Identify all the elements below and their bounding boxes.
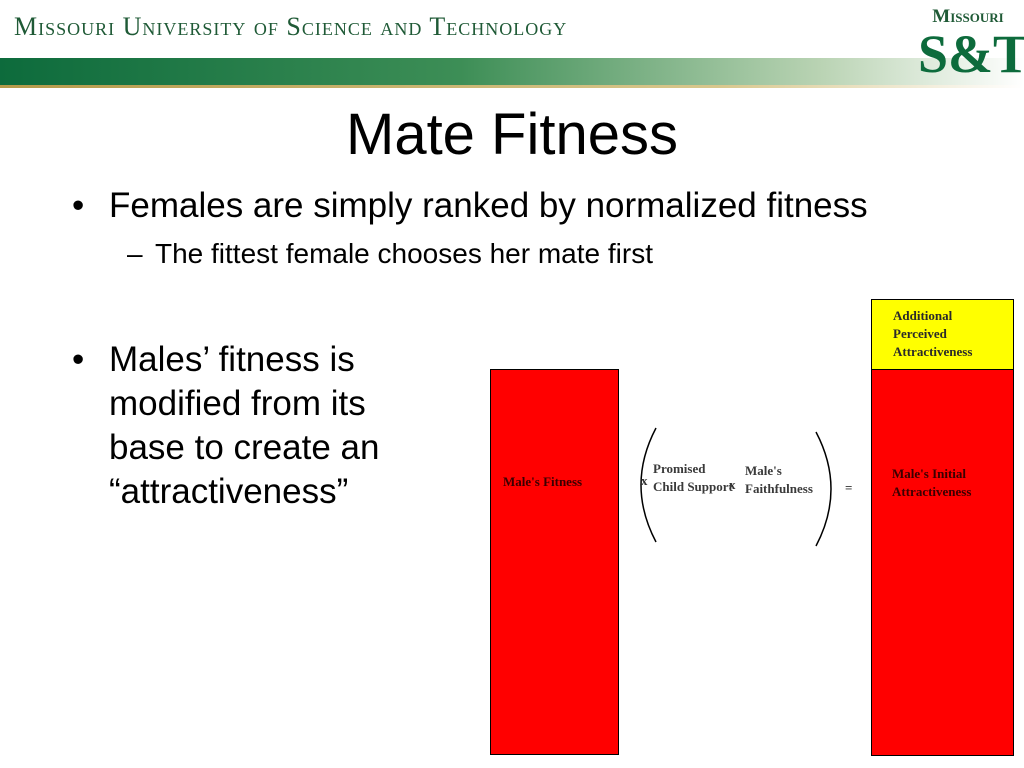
header: Missouri University of Science and Techn…	[0, 0, 1024, 90]
initial-attractiveness-bar	[871, 369, 1014, 756]
header-gold-rule	[0, 85, 1024, 88]
multiply-sign-2: x	[729, 477, 736, 492]
faithfulness-label: Male's Faithfulness	[745, 463, 813, 496]
initial-attractiveness-label: Male's Initial Attractiveness	[892, 466, 972, 499]
promised-child-support-label: Promised Child Support	[653, 461, 733, 494]
left-parenthesis	[640, 427, 657, 543]
bullet-dot: •	[72, 340, 85, 379]
multiply-sign-1: x	[641, 473, 648, 488]
equals-sign: =	[845, 480, 853, 495]
header-band	[0, 58, 1024, 85]
perceived-attractiveness-label: Additional Perceived Attractiveness	[893, 308, 973, 359]
logo-main-text: S&T	[918, 24, 1024, 84]
university-logo: Missouri S&T	[918, 4, 1024, 86]
bullet-dot: •	[72, 186, 85, 225]
male-fitness-bar	[490, 369, 619, 755]
sub-bullet-1-text: The fittest female chooses her mate firs…	[155, 238, 653, 269]
university-name: Missouri University of Science and Techn…	[14, 12, 568, 41]
perceived-attractiveness-bar	[871, 299, 1014, 370]
logo-top-text: Missouri	[932, 6, 1004, 27]
bullet-1-text: Females are simply ranked by normalized …	[109, 186, 868, 225]
bullet-2-text: Males’ fitness is modified from its base…	[109, 340, 380, 511]
male-fitness-label: Male's Fitness	[503, 474, 583, 489]
slide-title: Mate Fitness	[346, 102, 678, 167]
sub-bullet-dash: –	[127, 238, 143, 269]
right-parenthesis	[815, 431, 832, 547]
